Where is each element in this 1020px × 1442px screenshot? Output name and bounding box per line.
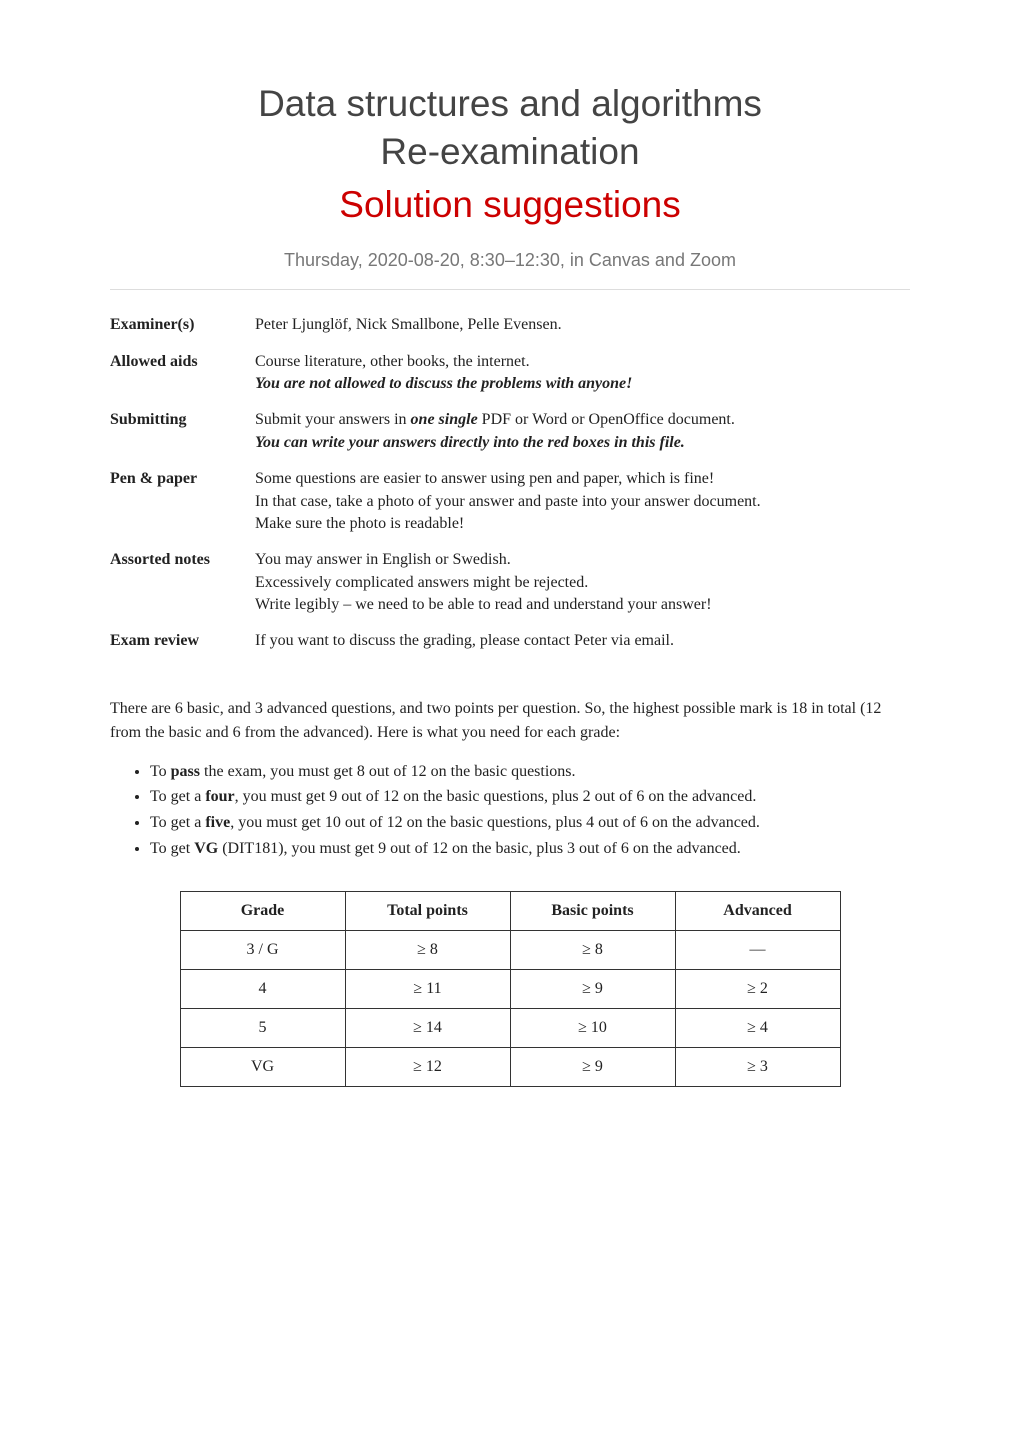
info-label: Pen & paper: [110, 468, 255, 549]
info-line-suffix: PDF or Word or OpenOffice document.: [478, 411, 735, 428]
info-line: Make sure the photo is readable!: [255, 513, 910, 535]
info-line: In that case, take a photo of your answe…: [255, 491, 910, 513]
info-label: Examiner(s): [110, 314, 255, 350]
grade-cell: ≥ 14: [345, 1009, 510, 1048]
grade-bullets: To pass the exam, you must get 8 out of …: [150, 759, 910, 861]
grade-row: 4≥ 11≥ 9≥ 2: [180, 970, 840, 1009]
grade-header: Basic points: [510, 892, 675, 931]
info-value: If you want to discuss the grading, plea…: [255, 630, 910, 666]
grade-cell: 3 / G: [180, 931, 345, 970]
grade-cell: ≥ 12: [345, 1048, 510, 1087]
bullet-item: To get a five, you must get 10 out of 12…: [150, 810, 910, 836]
grade-cell: ≥ 11: [345, 970, 510, 1009]
info-line: You are not allowed to discuss the probl…: [255, 373, 910, 395]
info-row: SubmittingSubmit your answers in one sin…: [110, 409, 910, 468]
title-line-2: Re-examination: [110, 128, 910, 176]
info-line-prefix: Submit your answers in: [255, 411, 411, 428]
bullet-item: To pass the exam, you must get 8 out of …: [150, 759, 910, 785]
grade-cell: ≥ 9: [510, 970, 675, 1009]
bullet-suffix: , you must get 9 out of 12 on the basic …: [235, 788, 757, 805]
bullet-suffix: (DIT181), you must get 9 out of 12 on th…: [218, 840, 741, 857]
info-line: If you want to discuss the grading, plea…: [255, 630, 910, 652]
info-row: Examiner(s)Peter Ljunglöf, Nick Smallbon…: [110, 314, 910, 350]
grade-header: Total points: [345, 892, 510, 931]
info-value: You may answer in English or Swedish.Exc…: [255, 549, 910, 630]
grade-row: 5≥ 14≥ 10≥ 4: [180, 1009, 840, 1048]
bullet-prefix: To get a: [150, 814, 205, 831]
info-label: Allowed aids: [110, 351, 255, 410]
grade-cell: ≥ 10: [510, 1009, 675, 1048]
info-row: Allowed aidsCourse literature, other boo…: [110, 351, 910, 410]
bullet-prefix: To: [150, 763, 171, 780]
bullet-suffix: , you must get 10 out of 12 on the basic…: [230, 814, 760, 831]
bullet-item: To get a four, you must get 9 out of 12 …: [150, 784, 910, 810]
info-label: Assorted notes: [110, 549, 255, 630]
info-value: Course literature, other books, the inte…: [255, 351, 910, 410]
subtitle-date: Thursday, 2020-08-20, 8:30–12:30, in Can…: [110, 250, 910, 271]
info-row: Pen & paperSome questions are easier to …: [110, 468, 910, 549]
grade-cell: ≥ 8: [510, 931, 675, 970]
grade-header: Grade: [180, 892, 345, 931]
grade-row: VG≥ 12≥ 9≥ 3: [180, 1048, 840, 1087]
bullet-prefix: To get: [150, 840, 194, 857]
info-label: Submitting: [110, 409, 255, 468]
grade-cell: ≥ 2: [675, 970, 840, 1009]
info-line: Course literature, other books, the inte…: [255, 351, 910, 373]
info-line: Excessively complicated answers might be…: [255, 572, 910, 594]
divider-line: [110, 289, 910, 290]
grade-cell: ≥ 4: [675, 1009, 840, 1048]
info-value: Peter Ljunglöf, Nick Smallbone, Pelle Ev…: [255, 314, 910, 350]
grade-cell: VG: [180, 1048, 345, 1087]
grade-table-wrap: GradeTotal pointsBasic pointsAdvanced 3 …: [110, 891, 910, 1087]
grade-cell: 4: [180, 970, 345, 1009]
bullet-prefix: To get a: [150, 788, 205, 805]
grade-cell: ≥ 9: [510, 1048, 675, 1087]
title-block: Data structures and algorithms Re-examin…: [110, 80, 910, 226]
info-line: You may answer in English or Swedish.: [255, 549, 910, 571]
info-row: Assorted notesYou may answer in English …: [110, 549, 910, 630]
info-line-emphasis: one single: [411, 411, 478, 428]
info-line: Peter Ljunglöf, Nick Smallbone, Pelle Ev…: [255, 314, 910, 336]
solution-title: Solution suggestions: [110, 184, 910, 226]
title-line-1: Data structures and algorithms: [110, 80, 910, 128]
bullet-bold: VG: [194, 840, 218, 857]
info-table: Examiner(s)Peter Ljunglöf, Nick Smallbon…: [110, 314, 910, 667]
info-value: Some questions are easier to answer usin…: [255, 468, 910, 549]
grade-cell: —: [675, 931, 840, 970]
info-line: Some questions are easier to answer usin…: [255, 468, 910, 490]
grade-cell: ≥ 8: [345, 931, 510, 970]
description-paragraph: There are 6 basic, and 3 advanced questi…: [110, 697, 910, 745]
info-line: Write legibly – we need to be able to re…: [255, 594, 910, 616]
bullet-item: To get VG (DIT181), you must get 9 out o…: [150, 836, 910, 862]
grade-table: GradeTotal pointsBasic pointsAdvanced 3 …: [180, 891, 841, 1087]
grade-header: Advanced: [675, 892, 840, 931]
bullet-bold: four: [205, 788, 234, 805]
info-value: Submit your answers in one single PDF or…: [255, 409, 910, 468]
grade-cell: 5: [180, 1009, 345, 1048]
info-label: Exam review: [110, 630, 255, 666]
info-line: You can write your answers directly into…: [255, 432, 910, 454]
info-line: Submit your answers in one single PDF or…: [255, 409, 910, 431]
bullet-suffix: the exam, you must get 8 out of 12 on th…: [200, 763, 576, 780]
bullet-bold: five: [205, 814, 230, 831]
grade-cell: ≥ 3: [675, 1048, 840, 1087]
grade-row: 3 / G≥ 8≥ 8—: [180, 931, 840, 970]
bullet-bold: pass: [171, 763, 200, 780]
info-row: Exam reviewIf you want to discuss the gr…: [110, 630, 910, 666]
